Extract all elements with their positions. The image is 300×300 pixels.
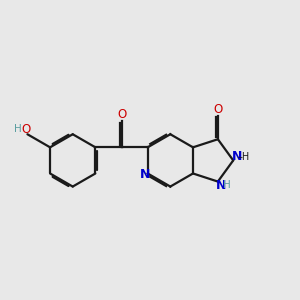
Text: N: N	[232, 150, 242, 163]
Text: N: N	[216, 178, 226, 192]
Text: H: H	[14, 124, 22, 134]
Text: N: N	[140, 168, 151, 181]
Text: O: O	[117, 108, 126, 121]
Text: –H: –H	[238, 152, 250, 162]
Text: O: O	[21, 123, 31, 136]
Text: O: O	[213, 103, 223, 116]
Text: H: H	[223, 180, 231, 190]
